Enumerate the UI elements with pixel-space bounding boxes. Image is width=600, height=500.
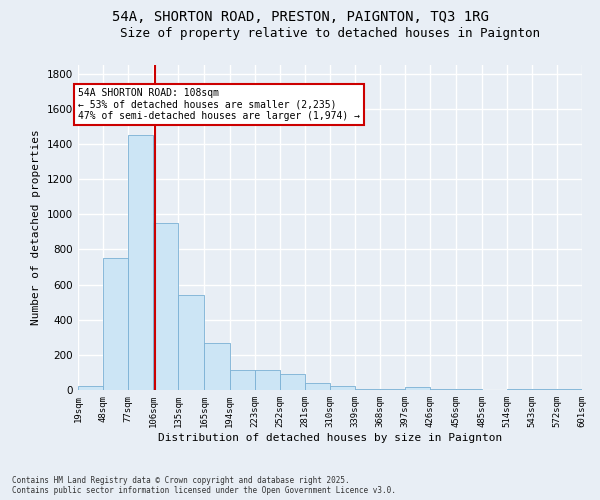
Bar [380,389,406,390]
Text: 54A SHORTON ROAD: 108sqm
← 53% of detached houses are smaller (2,235)
47% of sem: 54A SHORTON ROAD: 108sqm ← 53% of detach… [78,88,360,121]
Bar [205,342,230,390]
Bar [532,389,557,390]
Bar [78,386,103,390]
Bar [178,295,205,390]
Bar [230,370,254,390]
Bar [154,223,178,390]
Bar [280,374,305,390]
Bar [128,136,154,390]
Text: 54A, SHORTON ROAD, PRESTON, PAIGNTON, TQ3 1RG: 54A, SHORTON ROAD, PRESTON, PAIGNTON, TQ… [112,10,488,24]
X-axis label: Distribution of detached houses by size in Paignton: Distribution of detached houses by size … [158,432,502,442]
Bar [305,383,330,390]
Title: Size of property relative to detached houses in Paignton: Size of property relative to detached ho… [120,27,540,40]
Bar [330,386,355,390]
Y-axis label: Number of detached properties: Number of detached properties [31,130,41,326]
Text: Contains HM Land Registry data © Crown copyright and database right 2025.
Contai: Contains HM Land Registry data © Crown c… [12,476,396,495]
Bar [506,389,532,390]
Bar [254,370,280,390]
Bar [430,388,457,390]
Bar [457,389,482,390]
Bar [103,258,128,390]
Bar [406,388,430,390]
Bar [355,388,380,390]
Bar [557,389,582,390]
